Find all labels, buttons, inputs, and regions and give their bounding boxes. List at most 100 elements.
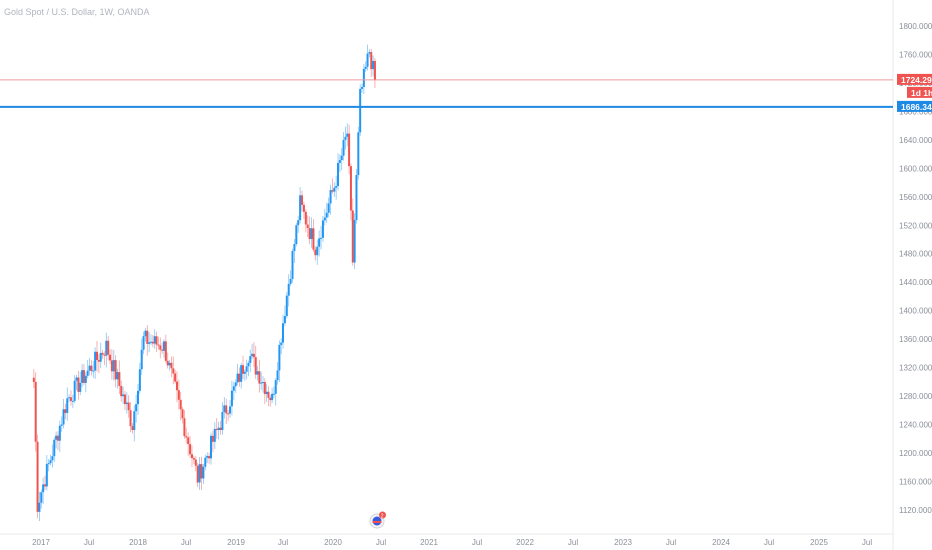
level-price-tag: 1686.342 bbox=[897, 100, 932, 112]
candle-body bbox=[236, 373, 239, 383]
candle-body bbox=[64, 409, 67, 413]
candle-body bbox=[82, 370, 85, 383]
candle-body bbox=[302, 204, 305, 212]
candle-body bbox=[116, 372, 119, 380]
x-tick-label: Jul bbox=[472, 538, 482, 547]
candle-body bbox=[263, 382, 266, 395]
x-tick-label: 2025 bbox=[810, 538, 828, 547]
candle-body bbox=[304, 211, 307, 225]
candle-body bbox=[127, 402, 130, 411]
candle-body bbox=[81, 370, 84, 383]
candle-body bbox=[58, 425, 61, 441]
candle-body bbox=[254, 357, 257, 375]
candle-body bbox=[53, 439, 56, 457]
candle-body bbox=[42, 484, 45, 493]
candle-body bbox=[131, 426, 134, 430]
candle-body bbox=[274, 380, 277, 394]
countdown-tag: 1d 1h bbox=[907, 86, 932, 98]
candle-body bbox=[287, 283, 290, 296]
candle-body bbox=[219, 427, 222, 430]
candle-body bbox=[320, 237, 323, 239]
svg-text:2: 2 bbox=[381, 514, 384, 520]
level-price-value: 1686.342 bbox=[901, 102, 932, 112]
x-tick-label: 2024 bbox=[712, 538, 730, 547]
candle-body bbox=[157, 344, 160, 346]
candle-body bbox=[312, 228, 315, 250]
candle-body bbox=[327, 203, 330, 213]
candle-body bbox=[77, 377, 80, 392]
candle-body bbox=[227, 413, 230, 415]
candle-body bbox=[242, 365, 245, 374]
candle-body bbox=[69, 397, 72, 401]
candle-body bbox=[291, 250, 294, 279]
candle-body bbox=[56, 435, 59, 441]
candle-body bbox=[333, 187, 336, 192]
events-flag-icon[interactable]: 2 bbox=[369, 511, 386, 529]
y-tick-label: 1800.000 bbox=[899, 22, 932, 31]
candle-body bbox=[135, 404, 138, 412]
y-tick-label: 1400.000 bbox=[899, 307, 932, 316]
candle-body bbox=[133, 411, 136, 430]
candle-body bbox=[185, 436, 188, 438]
x-tick-label: 2023 bbox=[614, 538, 632, 547]
candle-body bbox=[112, 360, 115, 372]
bar-countdown: 1d 1h bbox=[911, 88, 932, 98]
candle-body bbox=[140, 349, 143, 370]
candle-body bbox=[79, 382, 82, 392]
candle-body bbox=[344, 136, 347, 140]
candle-body bbox=[95, 351, 98, 361]
candles-group bbox=[32, 44, 376, 522]
candle-body bbox=[321, 220, 324, 238]
candle-body bbox=[342, 139, 345, 156]
candle-body bbox=[245, 366, 248, 372]
x-tick-label: Jul bbox=[666, 538, 676, 547]
time-axis[interactable]: 2017 Jul 2018 Jul 2019 Jul 2020 Jul 2021 Jul 2022 J… bbox=[32, 538, 872, 547]
y-tick-label: 1680.000 bbox=[899, 107, 932, 116]
candle-body bbox=[361, 87, 364, 89]
y-tick-label: 1160.000 bbox=[899, 477, 932, 486]
candle-body bbox=[272, 393, 275, 395]
candle-body bbox=[101, 352, 104, 355]
last-price-tag: 1724.298 bbox=[897, 73, 932, 85]
candle-body bbox=[194, 459, 197, 466]
candle-body bbox=[217, 427, 220, 430]
candle-body bbox=[230, 390, 233, 407]
price-axis[interactable]: 1800.0001760.0001720.0001680.0001640.000… bbox=[899, 22, 932, 515]
candle-body bbox=[66, 398, 69, 413]
candle-body bbox=[225, 405, 228, 414]
candle-body bbox=[346, 133, 349, 137]
y-tick-label: 1640.000 bbox=[899, 136, 932, 145]
candle-body bbox=[36, 441, 39, 512]
y-tick-label: 1600.000 bbox=[899, 164, 932, 173]
y-tick-label: 1560.000 bbox=[899, 193, 932, 202]
candle-body bbox=[109, 354, 112, 361]
candle-body bbox=[256, 371, 259, 375]
candle-body bbox=[200, 464, 203, 479]
x-tick-label: 2022 bbox=[516, 538, 534, 547]
candle-body bbox=[198, 464, 201, 483]
candle-body bbox=[208, 455, 211, 459]
candle-body bbox=[278, 344, 281, 371]
last-price-value: 1724.298 bbox=[901, 75, 932, 85]
candle-body bbox=[283, 316, 286, 324]
x-tick-label: 2017 bbox=[32, 538, 50, 547]
candle-body bbox=[187, 437, 190, 445]
candle-body bbox=[262, 382, 265, 384]
candle-body bbox=[114, 360, 117, 380]
candle-body bbox=[238, 373, 241, 382]
candle-body bbox=[359, 88, 362, 133]
y-tick-label: 1520.000 bbox=[899, 221, 932, 230]
candle-body bbox=[301, 195, 304, 205]
y-tick-label: 1280.000 bbox=[899, 392, 932, 401]
candle-body bbox=[353, 219, 356, 263]
candle-body bbox=[164, 341, 167, 361]
symbol-title: Gold Spot / U.S. Dollar, 1W, OANDA bbox=[4, 7, 150, 17]
candle-body bbox=[295, 225, 298, 245]
candle-body bbox=[306, 224, 309, 229]
candle-body bbox=[107, 340, 110, 355]
candle-body bbox=[249, 356, 252, 363]
x-tick-label: 2019 bbox=[227, 538, 245, 547]
candle-body bbox=[258, 371, 261, 384]
candle-body bbox=[153, 336, 156, 344]
